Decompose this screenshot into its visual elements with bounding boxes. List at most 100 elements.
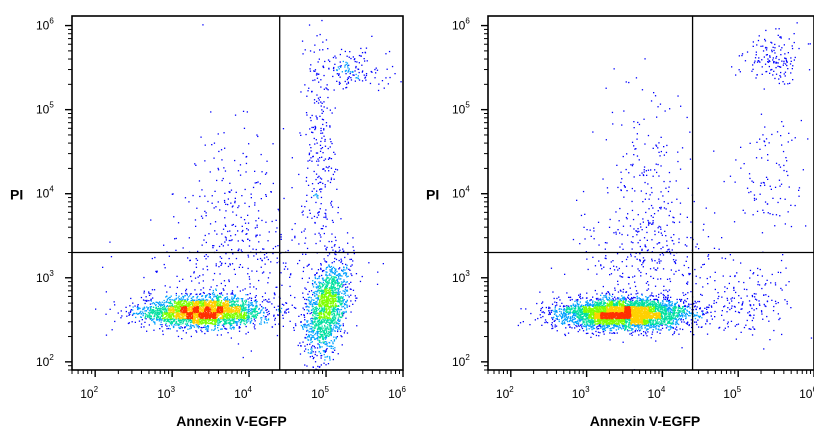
event-dot: [317, 73, 319, 75]
event-dot: [302, 253, 304, 255]
event-dot: [187, 257, 189, 259]
event-dot: [231, 313, 233, 315]
event-dot: [323, 279, 325, 282]
event-dot: [168, 312, 171, 314]
event-dot: [177, 302, 179, 304]
event-dot: [341, 336, 343, 338]
event-dot: [196, 318, 199, 320]
event-dot: [212, 294, 214, 296]
event-dot: [306, 321, 308, 323]
event-dot: [336, 325, 338, 328]
event-dot: [325, 331, 328, 334]
event-dot: [340, 278, 342, 280]
event-dot: [351, 264, 353, 266]
event-dot: [282, 325, 284, 327]
event-dot: [231, 326, 233, 329]
event-dot: [337, 317, 339, 319]
event-dot: [345, 286, 347, 289]
event-dot: [195, 263, 197, 265]
event-dot: [152, 321, 155, 323]
event-dot: [232, 205, 234, 207]
event-dot: [224, 314, 226, 316]
event-dot: [233, 297, 235, 299]
event-dot: [347, 64, 349, 66]
event-dot: [329, 305, 331, 308]
event-dot: [179, 307, 181, 310]
event-dot: [323, 308, 325, 311]
event-dot: [314, 327, 317, 329]
event-dot: [278, 323, 280, 325]
event-dot: [337, 212, 339, 214]
event-dot: [204, 160, 206, 162]
event-dot: [324, 300, 327, 302]
event-dot: [309, 331, 311, 333]
event-dot: [147, 308, 149, 311]
event-dot: [314, 319, 316, 321]
event-dot: [275, 309, 278, 311]
event-dot: [333, 330, 335, 332]
event-dot: [266, 160, 268, 162]
event-dot: [200, 299, 202, 302]
event-dot: [321, 156, 323, 158]
event-dot: [280, 233, 282, 236]
event-dot: [258, 312, 260, 314]
event-dot: [338, 275, 340, 278]
event-dot: [185, 301, 187, 303]
event-dot: [327, 147, 329, 150]
event-dot: [346, 276, 348, 278]
event-dot: [321, 109, 323, 111]
event-dot: [154, 321, 156, 323]
event-dot: [207, 304, 209, 307]
event-dot: [233, 296, 236, 298]
event-dot: [238, 310, 240, 312]
event-dot: [192, 319, 194, 321]
event-dot: [224, 236, 227, 238]
event-dot: [174, 322, 177, 324]
event-dot: [347, 71, 349, 73]
event-dot: [314, 276, 316, 278]
event-dot: [191, 302, 193, 304]
event-dot: [335, 303, 337, 305]
event-dot: [352, 237, 354, 239]
event-dot: [165, 309, 167, 311]
event-dot: [164, 309, 166, 311]
event-dot: [200, 318, 202, 320]
event-dot: [232, 293, 234, 295]
event-dot: [319, 150, 322, 152]
event-dot: [215, 206, 217, 208]
event-dot: [169, 303, 171, 305]
event-dot: [320, 312, 322, 315]
event-dot: [334, 318, 336, 320]
event-dot: [180, 323, 182, 325]
event-dot: [345, 301, 347, 304]
event-dot: [181, 315, 184, 317]
event-dot: [171, 322, 173, 324]
event-dot: [243, 319, 246, 321]
event-dot: [310, 150, 312, 152]
event-dot: [216, 316, 218, 318]
event-dot: [334, 320, 336, 322]
event-dot: [323, 269, 325, 272]
event-dot: [180, 301, 182, 303]
event-dot: [316, 216, 318, 219]
event-dot: [182, 298, 184, 300]
event-dot: [315, 74, 318, 76]
event-dot: [338, 81, 341, 83]
event-dot: [307, 293, 309, 295]
event-dot: [226, 300, 229, 303]
event-dot: [322, 330, 325, 332]
event-dot: [304, 84, 306, 86]
event-dot: [201, 331, 203, 333]
event-dot: [313, 356, 315, 359]
event-dot: [268, 231, 270, 233]
event-dot: [173, 300, 175, 302]
event-dot: [251, 319, 253, 322]
event-dot: [213, 302, 215, 304]
event-dot: [334, 271, 337, 274]
event-dot: [338, 298, 340, 300]
event-dot: [323, 341, 325, 343]
event-dot: [175, 316, 178, 318]
event-dot: [114, 304, 116, 306]
event-dot: [317, 303, 319, 305]
event-dot: [329, 138, 331, 140]
